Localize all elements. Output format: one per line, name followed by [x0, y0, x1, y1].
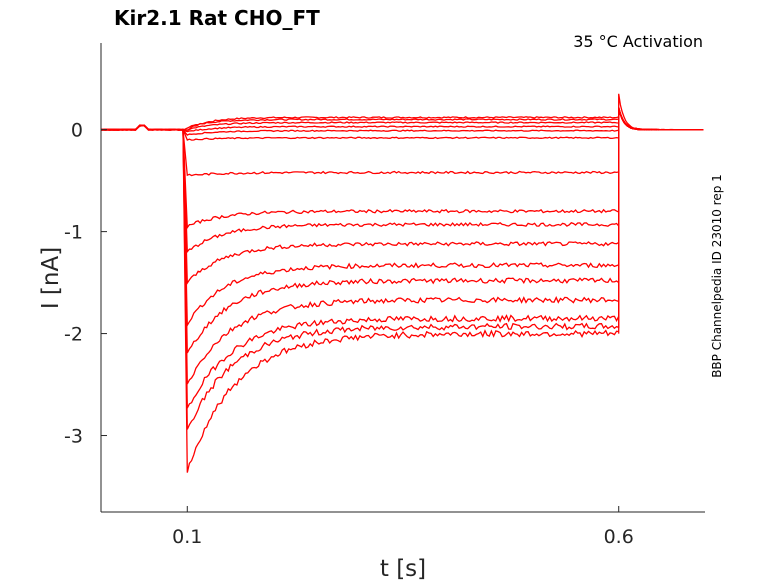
- y-ticks: 0 -1 -2 -3: [64, 120, 107, 448]
- current-trace-10: [101, 109, 704, 286]
- condition-annotation: 35 °C Activation: [573, 32, 703, 51]
- y-tick-label: -1: [64, 222, 83, 244]
- current-trace-1: [100, 93, 704, 131]
- current-traces: [100, 93, 704, 473]
- y-axis-label: I [nA]: [38, 247, 64, 309]
- current-trace-11: [100, 108, 704, 328]
- current-trace-9: [100, 108, 704, 254]
- current-trace-16: [100, 108, 704, 473]
- y-tick-label: 0: [71, 120, 83, 142]
- chart-title: Kir2.1 Rat CHO_FT: [114, 6, 320, 30]
- current-trace-15: [100, 108, 704, 430]
- x-tick-label: 0.1: [172, 526, 202, 548]
- channelpedia-id-label: BBP Channelpedia ID 23010 rep 1: [710, 174, 724, 378]
- x-tick-label: 0.6: [604, 526, 634, 548]
- x-axis-label: t [s]: [380, 556, 426, 582]
- current-trace-13: [100, 108, 704, 385]
- current-trace-6: [100, 108, 704, 141]
- y-tick-label: -2: [64, 324, 83, 346]
- current-trace-14: [100, 109, 704, 409]
- x-ticks: 0.1 0.6: [172, 506, 634, 548]
- y-tick-label: -3: [64, 426, 83, 448]
